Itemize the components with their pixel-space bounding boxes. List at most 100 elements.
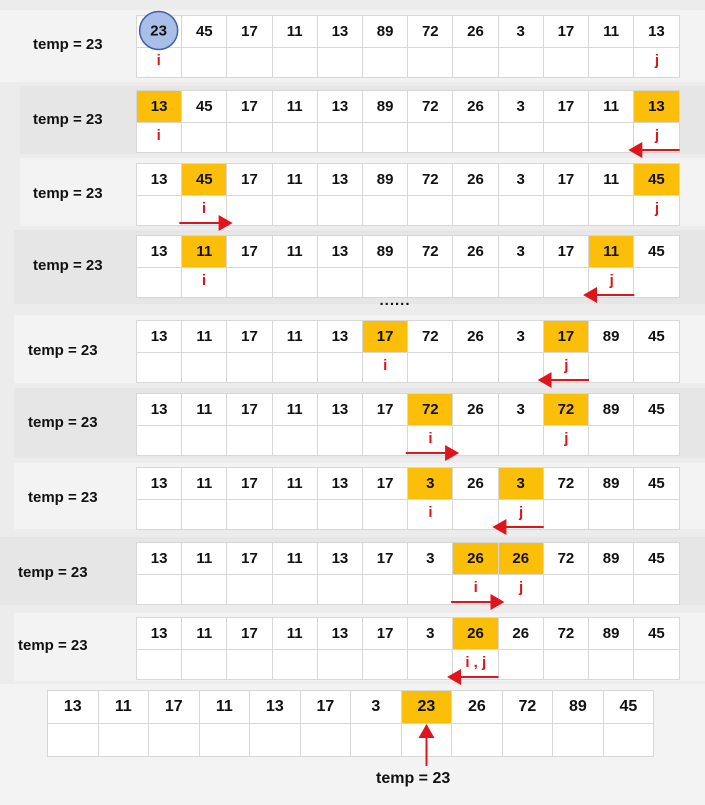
array-cell: 11 bbox=[181, 393, 228, 426]
array-cell: 26 bbox=[452, 617, 499, 650]
final-temp-label: temp = 23 bbox=[376, 770, 451, 787]
array-cell: 72 bbox=[407, 235, 454, 268]
pointer-cell bbox=[362, 352, 409, 383]
array-cell: 3 bbox=[407, 467, 454, 500]
array-cell: 72 bbox=[407, 393, 454, 426]
array-cell: 3 bbox=[497, 15, 544, 48]
array-cell: 11 bbox=[588, 163, 635, 196]
array-cell: 17 bbox=[299, 690, 352, 724]
pointer-cell bbox=[633, 352, 680, 383]
pointer-cell bbox=[588, 574, 635, 605]
pointer-cell bbox=[181, 574, 228, 605]
pointer-cell bbox=[299, 723, 352, 757]
array-cell: 72 bbox=[407, 15, 454, 48]
pointer-cell bbox=[452, 352, 499, 383]
array-cell: 17 bbox=[362, 393, 409, 426]
array-cell: 13 bbox=[316, 15, 364, 48]
array-cell: 13 bbox=[135, 163, 183, 196]
array-cell: 17 bbox=[362, 467, 409, 500]
pointer-cell bbox=[226, 352, 273, 383]
pointer-cell bbox=[181, 425, 228, 456]
array-cell: 89 bbox=[362, 163, 409, 196]
array-cell: 13 bbox=[633, 15, 680, 48]
pointer-cell bbox=[226, 499, 273, 530]
pointer-cell bbox=[452, 425, 499, 456]
pointer-cell bbox=[542, 195, 590, 226]
array-cell: 72 bbox=[501, 690, 554, 724]
pointer-cell bbox=[135, 425, 183, 456]
array-cell: 11 bbox=[181, 320, 228, 353]
pointer-cell bbox=[135, 649, 183, 680]
array-cell: 72 bbox=[407, 90, 454, 123]
array-cell: 45 bbox=[181, 90, 228, 123]
temp-label: temp = 23 bbox=[28, 342, 98, 359]
pointer-cell bbox=[148, 723, 200, 757]
array-cell: 13 bbox=[316, 542, 364, 575]
array-cell: 72 bbox=[407, 163, 454, 196]
array-cell: 3 bbox=[497, 235, 544, 268]
array-cell: 89 bbox=[552, 690, 604, 724]
array-cell: 26 bbox=[452, 542, 499, 575]
array-cell: 45 bbox=[181, 15, 228, 48]
pointer-cell bbox=[497, 352, 544, 383]
array-cell: 26 bbox=[452, 163, 499, 196]
pointer-i-label: i bbox=[156, 52, 161, 69]
array-cell: 11 bbox=[181, 467, 228, 500]
pointer-cell bbox=[633, 425, 680, 456]
array-cell: 13 bbox=[316, 467, 364, 500]
pointer-cell bbox=[588, 425, 635, 456]
array-cell: 3 bbox=[497, 467, 544, 500]
pointer-cell bbox=[271, 649, 318, 680]
array-cell: 89 bbox=[588, 467, 635, 500]
array-cell: 26 bbox=[497, 617, 544, 650]
pointer-cell bbox=[452, 499, 499, 530]
array-cell: 3 bbox=[407, 617, 454, 650]
pointer-cell bbox=[271, 47, 318, 78]
array-cell: 45 bbox=[181, 163, 228, 196]
array-cell: 89 bbox=[588, 393, 635, 426]
pointer-cell bbox=[497, 425, 544, 456]
temp-label: temp = 23 bbox=[33, 185, 103, 202]
array-cell: 17 bbox=[226, 163, 273, 196]
array-cell: 13 bbox=[135, 617, 183, 650]
pointer-cell bbox=[362, 499, 409, 530]
pointer-cell bbox=[633, 267, 680, 298]
array-cell: 45 bbox=[633, 467, 680, 500]
pointer-cell bbox=[316, 574, 364, 605]
pointer-cell bbox=[497, 649, 544, 680]
pointer-j-label: j bbox=[609, 272, 614, 289]
array-cell: 26 bbox=[451, 690, 503, 724]
pointer-cell bbox=[271, 499, 318, 530]
pointer-cell bbox=[316, 352, 364, 383]
pointer-j-label: j bbox=[518, 579, 524, 596]
pointer-i-label: i bbox=[383, 357, 388, 374]
pointer-cell bbox=[501, 723, 554, 757]
array-row: 13 45 17 11 13 89 72 26 3 17 11 13 bbox=[135, 90, 680, 153]
array-cell: 17 bbox=[226, 542, 273, 575]
pointer-cell bbox=[602, 723, 655, 757]
pointer-ij-label: i , j bbox=[465, 654, 487, 671]
pointer-cell bbox=[226, 425, 273, 456]
array-cell: 17 bbox=[226, 320, 273, 353]
pointer-cell bbox=[633, 499, 680, 530]
pointer-cell bbox=[497, 47, 544, 78]
pointer-cell bbox=[362, 122, 409, 153]
pointer-cell bbox=[542, 47, 590, 78]
pointer-cell bbox=[271, 195, 318, 226]
array-cell: 89 bbox=[362, 90, 409, 123]
pointer-cell bbox=[198, 723, 251, 757]
temp-label: temp = 23 bbox=[18, 564, 88, 581]
pointer-cell bbox=[407, 122, 454, 153]
pointer-cell bbox=[271, 574, 318, 605]
array-cell: 17 bbox=[226, 617, 273, 650]
array-cell: 45 bbox=[633, 320, 680, 353]
array-row: 23 45 17 11 13 89 72 26 3 17 11 13 bbox=[135, 15, 680, 78]
array-row: 13 11 17 11 13 17 3 26 26 72 89 45 bbox=[135, 542, 680, 605]
pointer-cell bbox=[452, 47, 499, 78]
array-cell: 72 bbox=[407, 320, 454, 353]
temp-label: temp = 23 bbox=[33, 111, 103, 128]
pointer-cell bbox=[588, 47, 635, 78]
pointer-cell bbox=[226, 267, 273, 298]
pointer-cell bbox=[181, 352, 228, 383]
array-cell: 72 bbox=[542, 542, 590, 575]
